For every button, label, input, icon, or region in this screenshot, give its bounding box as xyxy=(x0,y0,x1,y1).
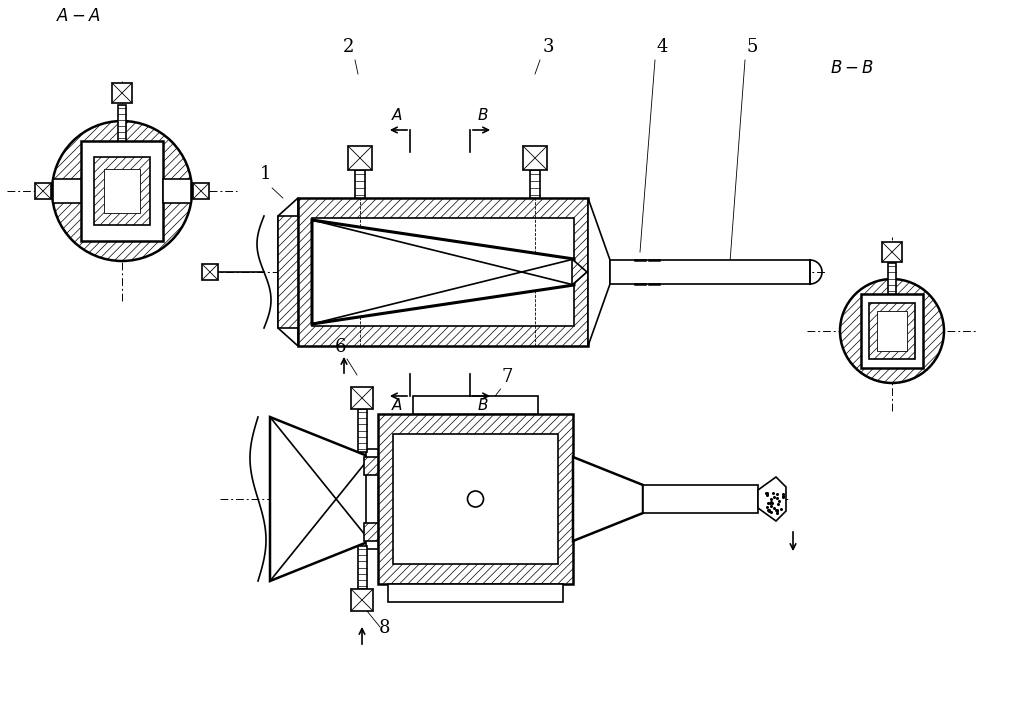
Polygon shape xyxy=(573,457,643,541)
Text: 7: 7 xyxy=(502,368,513,386)
Polygon shape xyxy=(312,220,574,324)
Text: 6: 6 xyxy=(334,338,346,356)
Bar xyxy=(869,303,915,359)
Text: $A-A$: $A-A$ xyxy=(55,8,100,25)
Bar xyxy=(35,183,51,199)
Circle shape xyxy=(52,121,193,261)
Bar xyxy=(104,169,140,213)
Bar xyxy=(357,409,367,452)
Bar xyxy=(94,157,150,225)
Bar xyxy=(378,414,573,584)
Bar xyxy=(53,179,81,203)
Bar xyxy=(364,523,378,541)
Bar xyxy=(81,141,163,241)
Bar xyxy=(882,242,902,262)
Polygon shape xyxy=(278,198,298,346)
Circle shape xyxy=(468,491,483,507)
Text: $A$: $A$ xyxy=(391,397,403,413)
Bar xyxy=(413,396,538,414)
Bar xyxy=(643,485,758,513)
Bar xyxy=(351,589,373,611)
Bar xyxy=(112,83,132,103)
Bar xyxy=(355,170,365,198)
Text: 8: 8 xyxy=(378,619,390,637)
Text: $A$: $A$ xyxy=(391,107,403,123)
Polygon shape xyxy=(588,198,610,346)
Bar xyxy=(351,387,373,409)
Bar xyxy=(348,146,372,170)
Text: 1: 1 xyxy=(259,165,270,183)
Bar xyxy=(202,264,218,280)
Bar xyxy=(118,105,126,141)
Bar xyxy=(861,294,923,368)
Bar xyxy=(312,218,574,326)
Text: $B$: $B$ xyxy=(477,107,488,123)
Bar xyxy=(393,434,558,564)
Bar xyxy=(357,546,367,589)
Text: 5: 5 xyxy=(746,38,758,56)
Bar xyxy=(193,183,209,199)
Bar xyxy=(366,449,378,549)
Text: 4: 4 xyxy=(656,38,668,56)
Text: 2: 2 xyxy=(342,38,353,56)
Polygon shape xyxy=(758,477,786,521)
Bar xyxy=(877,311,907,351)
Text: $B-B$: $B-B$ xyxy=(829,60,874,77)
Text: $B$: $B$ xyxy=(477,397,488,413)
Bar xyxy=(888,263,896,294)
Bar xyxy=(278,216,298,328)
Circle shape xyxy=(840,279,944,383)
Bar xyxy=(523,146,547,170)
Bar xyxy=(388,584,563,602)
Polygon shape xyxy=(572,259,587,285)
Bar xyxy=(364,457,378,475)
Bar xyxy=(163,179,191,203)
Polygon shape xyxy=(270,417,370,581)
Bar xyxy=(610,260,810,284)
Bar xyxy=(298,198,588,346)
Bar xyxy=(530,170,540,198)
Text: 3: 3 xyxy=(543,38,554,56)
